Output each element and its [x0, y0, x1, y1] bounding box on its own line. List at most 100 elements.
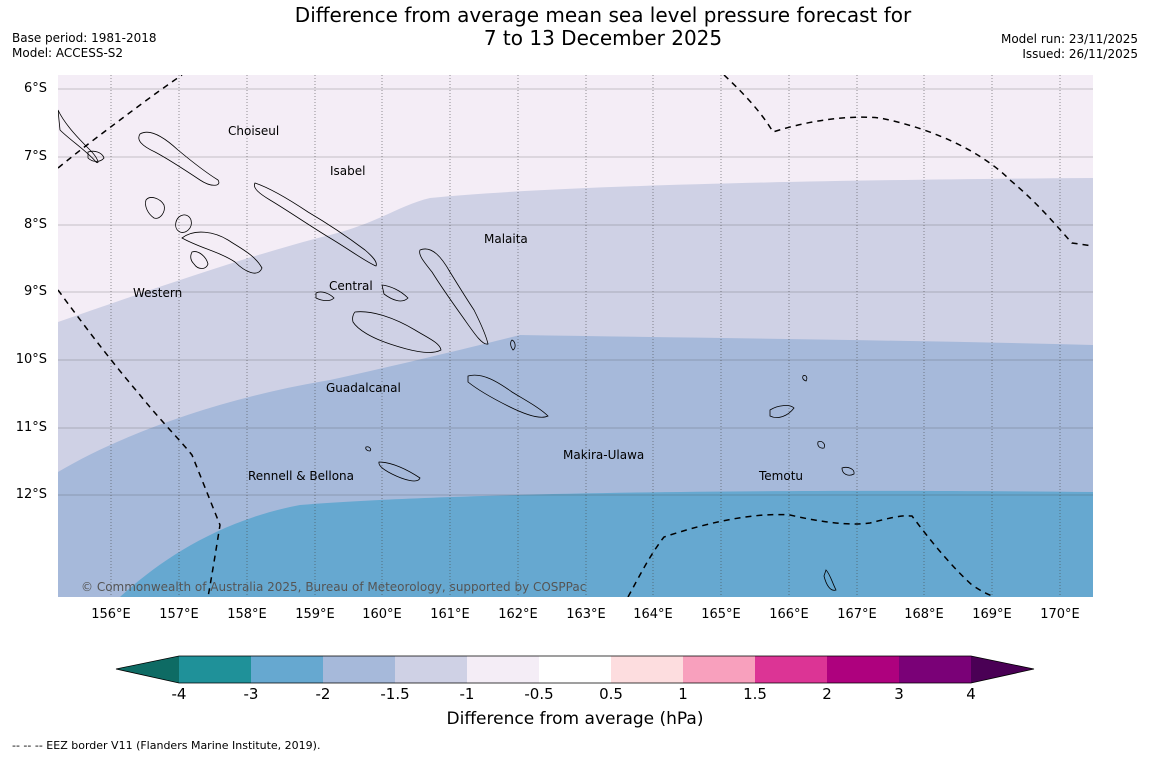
shortland-islands: [87, 150, 105, 162]
utupua-island: [817, 441, 825, 449]
lon-label: 158°E: [227, 607, 267, 622]
colorbar-label: Difference from average (hPa): [446, 709, 704, 729]
model-name: Model: ACCESS-S2: [12, 46, 124, 60]
region-label-western: Western: [133, 286, 183, 300]
region-label-makira-ulawa: Makira-Ulawa: [563, 448, 645, 462]
title-line-1: Difference from average mean sea level p…: [294, 3, 912, 27]
base-period: Base period: 1981-2018: [12, 31, 157, 45]
eez-border-north-west: [58, 75, 183, 169]
colorbar-tick: 1.5: [743, 685, 767, 703]
region-label-malaita: Malaita: [484, 232, 528, 246]
issued-date: Issued: 26/11/2025: [1022, 47, 1138, 61]
anomaly-band-minus-2-to-minus-3: [120, 490, 1093, 597]
lon-label: 157°E: [159, 607, 199, 622]
lon-label: 165°E: [701, 607, 741, 622]
colorbar-tick: 4: [966, 685, 976, 703]
colorbar-segment: [179, 656, 251, 683]
russell-islands: [381, 284, 409, 302]
lon-label: 167°E: [837, 607, 877, 622]
lon-label: 163°E: [566, 607, 606, 622]
colorbar-segment: [683, 656, 755, 683]
colorbar-segment: [251, 656, 323, 683]
lon-label: 168°E: [904, 607, 944, 622]
lon-label: 161°E: [430, 607, 470, 622]
colorbar-outline: [115, 655, 1035, 684]
colorbar-segment: [539, 656, 611, 683]
colorbar: [115, 655, 1035, 684]
lat-label: 8°S: [23, 217, 47, 232]
choiseul-island: [138, 131, 220, 186]
lon-label: 160°E: [362, 607, 402, 622]
lat-label: 12°S: [15, 487, 47, 502]
colorbar-segment: [395, 656, 467, 683]
bellona-island: [365, 446, 372, 452]
map-title: Difference from average mean sea level p…: [0, 4, 1150, 50]
colorbar-under-arrow: [116, 656, 179, 683]
lat-label: 9°S: [23, 284, 47, 299]
colorbar-tick: -4: [171, 685, 187, 703]
vanikoro-island: [841, 466, 855, 476]
rendova-island: [190, 251, 209, 269]
new-georgia-island: [181, 231, 263, 274]
colorbar-segment: [323, 656, 395, 683]
lon-label: 166°E: [769, 607, 809, 622]
lon-label: 170°E: [1040, 607, 1080, 622]
santa-isabel-island: [253, 182, 377, 267]
malaita-island: [419, 248, 489, 345]
lon-label: 162°E: [498, 607, 538, 622]
region-label-central: Central: [329, 279, 373, 293]
kolombangara-island: [175, 214, 192, 233]
eez-borders: [58, 75, 1093, 597]
eez-footnote: -- -- -- EEZ border V11 (Flanders Marine…: [12, 739, 321, 752]
region-label-guadalcanal: Guadalcanal: [326, 381, 401, 395]
rennell-island: [378, 461, 421, 482]
lon-label: 159°E: [295, 607, 335, 622]
lon-label: 156°E: [91, 607, 131, 622]
colorbar-tick: -0.5: [524, 685, 554, 703]
colorbar-tick: -3: [243, 685, 259, 703]
map-area: [58, 75, 1093, 597]
colorbar-segment: [899, 656, 971, 683]
colorbar-segment: [611, 656, 683, 683]
copyright-notice: © Commonwealth of Australia 2025, Bureau…: [81, 580, 587, 594]
florida-islands: [315, 291, 335, 302]
region-label-choiseul: Choiseul: [228, 124, 280, 138]
lat-label: 11°S: [15, 420, 47, 435]
latitude-gridlines: [58, 88, 1093, 496]
lon-label: 169°E: [972, 607, 1012, 622]
south-malaita-island: [510, 339, 516, 351]
region-label-temotu: Temotu: [759, 469, 804, 483]
bougainville-island: [58, 109, 99, 164]
coastlines: [58, 109, 855, 591]
guadalcanal-island: [352, 311, 442, 353]
title-line-2: 7 to 13 December 2025: [483, 26, 723, 50]
colorbar-tick: -1: [459, 685, 475, 703]
lon-label: 164°E: [633, 607, 673, 622]
colorbar-tick: -1.5: [380, 685, 410, 703]
colorbar-tick: 3: [894, 685, 904, 703]
colorbar-tick: 1: [678, 685, 688, 703]
meta-left: Base period: 1981-2018 Model: ACCESS-S2: [12, 31, 157, 61]
tikopia-island: [823, 569, 837, 591]
model-run: Model run: 23/11/2025: [1000, 32, 1138, 46]
meta-right: Model run: 23/11/2025 Issued: 26/11/2025: [1001, 32, 1138, 62]
region-label-rennell-bellona: Rennell & Bellona: [248, 469, 355, 483]
eez-border-south: [627, 513, 995, 597]
colorbar-segment: [467, 656, 539, 683]
reef-islands: [802, 375, 808, 382]
longitude-gridlines: [110, 75, 1061, 597]
colorbar-over-arrow: [971, 656, 1034, 683]
eez-border-north-east: [723, 75, 1093, 247]
colorbar-tick: 0.5: [599, 685, 623, 703]
region-label-isabel: Isabel: [330, 164, 366, 178]
colorbar-tick: 2: [822, 685, 832, 703]
colorbar-segment: [755, 656, 827, 683]
lat-label: 6°S: [23, 81, 47, 96]
santa-cruz-island: [769, 405, 795, 418]
lat-label: 10°S: [15, 352, 47, 367]
vella-lavella-island: [145, 197, 165, 219]
makira-island: [467, 374, 549, 418]
colorbar-tick: -2: [315, 685, 331, 703]
lat-label: 7°S: [23, 149, 47, 164]
